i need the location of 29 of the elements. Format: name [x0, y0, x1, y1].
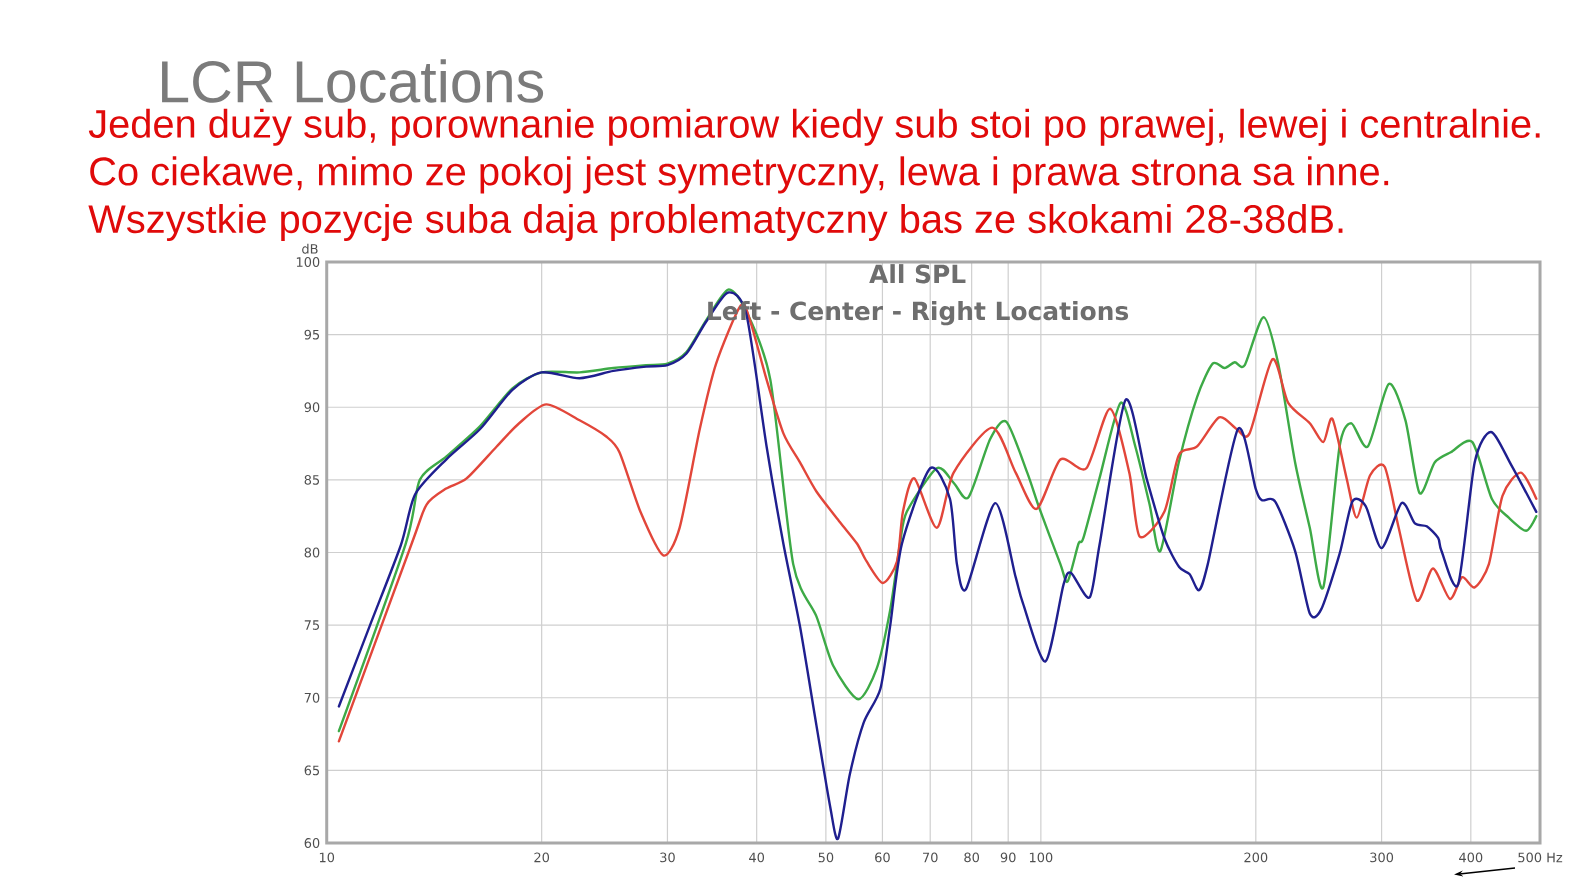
- x-tick-label: 10: [319, 852, 335, 863]
- x-tick-label: 60: [875, 852, 890, 863]
- y-tick-label: 90: [304, 402, 320, 413]
- x-tick-label: 40: [749, 852, 765, 863]
- x-tick-label: 70: [923, 852, 938, 863]
- x-tick-label: 80: [964, 852, 980, 863]
- x-tick-label: 20: [534, 852, 550, 863]
- text: Wszystkie pozycje suba daja problematyczny bas ze skokami 28-38dB.: [88, 203, 1343, 242]
- x-tick-label: 300: [1370, 852, 1394, 863]
- y-tick-label: 65: [304, 765, 320, 776]
- text: Co ciekawe, mimo ze pokoj jest symetryczny, lewa i prawa strona sa inne.: [90, 156, 1389, 194]
- chart-title: All SPL: [869, 264, 966, 284]
- y-tick-label: 70: [304, 692, 320, 703]
- y-tick-label: 95: [304, 329, 320, 340]
- y-tick-label: 85: [304, 474, 320, 485]
- x-tick-label: 90: [1000, 852, 1016, 863]
- text: LCR Locations: [162, 59, 544, 103]
- x-tick-label: 50: [818, 852, 834, 863]
- x-tick-label: 30: [660, 852, 675, 863]
- y-axis-title: dB: [302, 243, 318, 254]
- x-tick-label: 400: [1459, 852, 1483, 863]
- y-tick-label: 80: [304, 547, 320, 558]
- x-tick-label: 500 Hz: [1518, 852, 1563, 863]
- y-tick-label: 75: [304, 620, 320, 630]
- text: Jeden duży sub, porownanie pomiarow kiedy sub stoi po prawej, lewej i centralnie.: [88, 108, 1540, 146]
- y-tick-label: 60: [304, 838, 320, 848]
- x-tick-label: 200: [1244, 852, 1268, 863]
- y-tick-label: 100: [296, 257, 320, 267]
- x-tick-label: 100: [1029, 852, 1053, 863]
